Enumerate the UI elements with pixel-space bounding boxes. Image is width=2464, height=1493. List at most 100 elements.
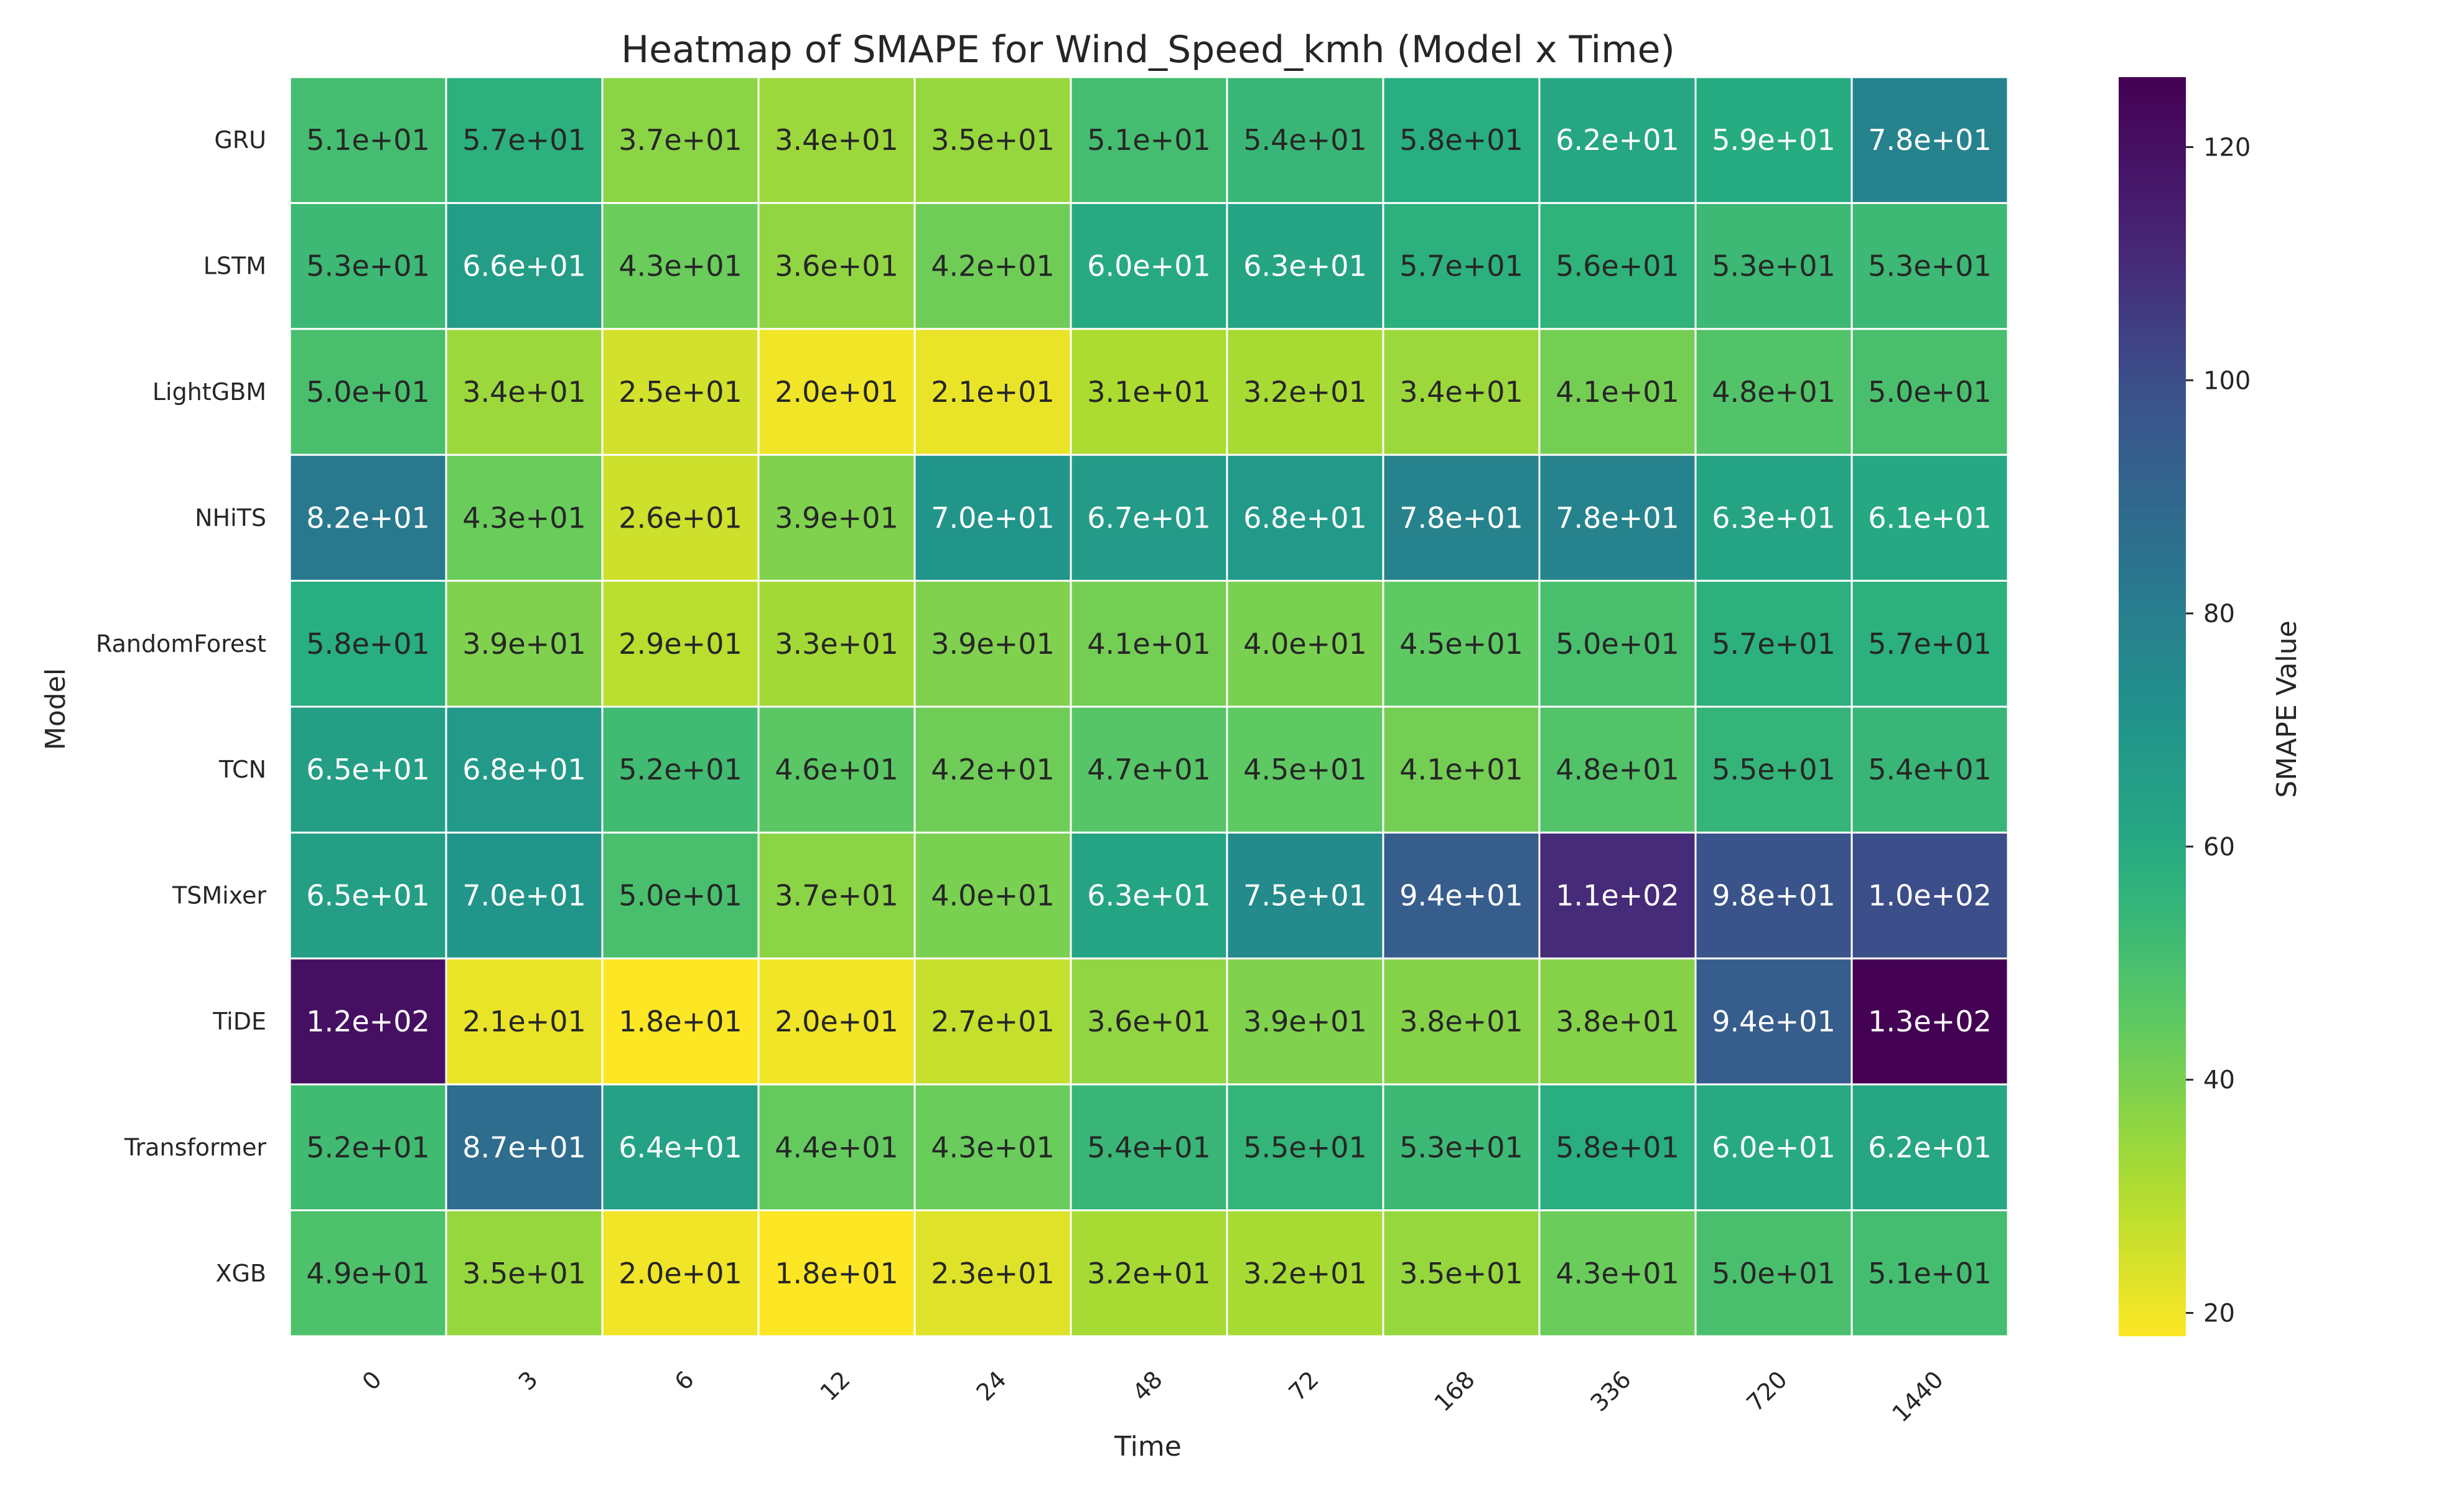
heatmap-cell: [1694, 76, 1853, 204]
cell-value-label: 3.7e+01: [775, 879, 898, 913]
heatmap-cell: [1382, 202, 1541, 330]
heatmap-cell: [1226, 1083, 1384, 1212]
cell-value-label: 4.1e+01: [1556, 375, 1679, 409]
cell-value-label: 2.3e+01: [931, 1257, 1055, 1290]
heatmap-cell: [1070, 1083, 1228, 1212]
heatmap-cell: [601, 831, 760, 960]
heatmap-cell: [1694, 580, 1853, 708]
cell-value-label: 6.2e+01: [1868, 1130, 1992, 1164]
cell-value-label: 1.3e+02: [1868, 1005, 1992, 1038]
cell-value-label: 1.8e+01: [618, 1005, 742, 1038]
cell-value-label: 4.3e+01: [462, 501, 586, 534]
cell-value-label: 7.8e+01: [1556, 501, 1679, 534]
cell-value-label: 3.2e+01: [1087, 1257, 1211, 1290]
heatmap-cell: [1694, 453, 1853, 582]
heatmap-cell: [1538, 328, 1697, 456]
cell-value-label: 6.7e+01: [1087, 501, 1211, 534]
cell-value-label: 5.4e+01: [1243, 123, 1367, 157]
heatmap-cell: [1850, 1209, 2009, 1337]
cell-value-label: 4.5e+01: [1243, 753, 1367, 786]
x-tick-label: 48: [1127, 1365, 1168, 1406]
cell-value-label: 5.7e+01: [1868, 627, 1992, 661]
cell-value-label: 6.0e+01: [1712, 1130, 1836, 1164]
heatmap-cell: [1382, 76, 1541, 204]
heatmap-cell: [913, 76, 1072, 204]
cell-value-label: 3.5e+01: [1399, 1257, 1523, 1290]
heatmap-cell: [1850, 76, 2009, 204]
cell-value-label: 1.8e+01: [775, 1257, 898, 1290]
cell-value-label: 5.7e+01: [1712, 627, 1836, 661]
cell-value-label: 6.5e+01: [306, 879, 430, 913]
cell-value-label: 3.8e+01: [1399, 1005, 1523, 1038]
x-tick-label: 336: [1585, 1365, 1636, 1416]
heatmap-cell: [289, 580, 447, 708]
heatmap-cell: [1070, 328, 1228, 456]
cell-value-label: 3.1e+01: [1087, 375, 1211, 409]
cell-value-label: 9.4e+01: [1712, 1005, 1836, 1038]
cell-value-label: 4.9e+01: [306, 1257, 430, 1290]
y-tick-label: LSTM: [203, 253, 266, 280]
cell-value-label: 4.2e+01: [931, 249, 1055, 283]
cell-value-label: 6.6e+01: [462, 249, 586, 283]
heatmap-cell: [1070, 1209, 1228, 1337]
colorbar-tick-label: 80: [2203, 600, 2235, 628]
heatmap-cell: [1070, 705, 1228, 834]
heatmap-cell: [757, 957, 916, 1086]
cell-value-label: 5.8e+01: [1399, 123, 1523, 157]
x-tick-labels: 0 3 6 12 24 48 72 168 336 720 1440: [357, 1365, 1949, 1428]
cell-value-label: 2.0e+01: [775, 375, 898, 409]
cell-value-label: 6.5e+01: [306, 753, 430, 786]
y-axis-label: Model: [40, 668, 72, 750]
cell-value-label: 3.9e+01: [931, 627, 1055, 661]
cell-value-label: 4.1e+01: [1087, 627, 1211, 661]
y-tick-label: TCN: [218, 756, 266, 783]
heatmap-cell: [1226, 202, 1384, 330]
heatmap-cell: [601, 202, 760, 330]
cell-value-label: 9.8e+01: [1712, 879, 1836, 913]
cell-value-label: 5.3e+01: [1712, 249, 1836, 283]
heatmap-cell: [1538, 580, 1697, 708]
heatmap-cell: [757, 580, 916, 708]
heatmap-cell: [1226, 831, 1384, 960]
cell-value-label: 3.2e+01: [1243, 1257, 1367, 1290]
y-tick-labels: GRU LSTM LightGBM NHiTS RandomForest TCN TSMix…: [96, 126, 266, 1287]
heatmap-cell: [601, 328, 760, 456]
cell-value-label: 6.3e+01: [1243, 249, 1367, 283]
colorbar-tick-label: 100: [2203, 366, 2251, 395]
heatmap-cell: [601, 1083, 760, 1212]
heatmap-cell: [1226, 580, 1384, 708]
heatmap-cells: 5.1e+01 5.7e+01 3.7e+01 3.4e+01 3.5e+01 5.1e+…: [289, 76, 2009, 1337]
x-tick-label: 168: [1429, 1365, 1480, 1416]
heatmap-cell: [601, 76, 760, 204]
cell-value-label: 1.2e+02: [306, 1005, 430, 1038]
heatmap-cell: [1850, 453, 2009, 582]
x-tick-label: 12: [815, 1365, 856, 1406]
cell-value-label: 3.4e+01: [775, 123, 898, 157]
heatmap-cell: [1538, 831, 1697, 960]
x-tick-label: 0: [357, 1365, 387, 1395]
heatmap-cell: [289, 705, 447, 834]
x-tick-label: 1440: [1887, 1365, 1949, 1428]
heatmap-cell: [289, 1209, 447, 1337]
cell-value-label: 4.0e+01: [931, 879, 1055, 913]
heatmap-cell: [913, 1209, 1072, 1337]
cell-value-label: 6.3e+01: [1087, 879, 1211, 913]
heatmap-cell: [1382, 957, 1541, 1086]
heatmap-cell: [445, 957, 604, 1086]
heatmap-cell: [913, 328, 1072, 456]
heatmap-cell: [1070, 831, 1228, 960]
heatmap-cell: [1694, 1083, 1853, 1212]
cell-value-label: 5.0e+01: [618, 879, 742, 913]
cell-value-label: 5.0e+01: [1556, 627, 1679, 661]
heatmap-cell: [289, 328, 447, 456]
heatmap-cell: [1070, 202, 1228, 330]
heatmap-cell: [757, 831, 916, 960]
x-tick-label: 720: [1741, 1365, 1792, 1416]
cell-value-label: 7.0e+01: [931, 501, 1055, 534]
heatmap-cell: [445, 453, 604, 582]
cell-value-label: 3.6e+01: [1087, 1005, 1211, 1038]
colorbar-gradient: [2119, 77, 2186, 1336]
cell-value-label: 6.2e+01: [1556, 123, 1679, 157]
cell-value-label: 4.6e+01: [775, 753, 898, 786]
